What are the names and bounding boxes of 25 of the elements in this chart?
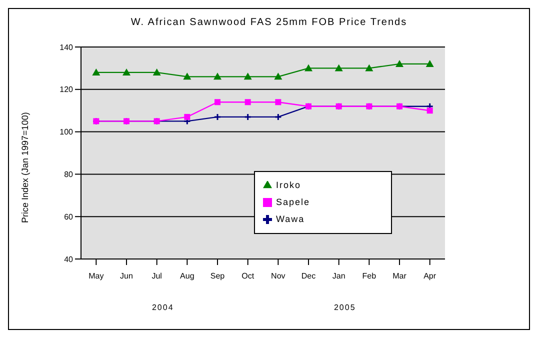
x-tick-label: Oct (242, 272, 255, 281)
x-tick-label: Nov (271, 272, 286, 281)
x-tick-label: Feb (362, 272, 377, 281)
x-tick-label: Mar (392, 272, 407, 281)
x-tick-label: Sep (210, 272, 226, 281)
legend-label: Wawa (276, 214, 305, 224)
y-axis-title: Price Index (Jan 1997=100) (20, 112, 30, 223)
legend-label: Iroko (276, 180, 302, 190)
chart-title: W. African Sawnwood FAS 25mm FOB Price Trends (130, 17, 408, 28)
y-tick-label: 60 (64, 212, 74, 222)
x-tick-label: Dec (301, 272, 316, 281)
x-tick-label: Jul (152, 272, 162, 281)
x-tick-label: Apr (424, 272, 436, 281)
x-tick-label: Jan (332, 272, 346, 281)
x-tick-label: May (88, 272, 104, 281)
y-tick-label: 140 (60, 42, 74, 52)
legend-label: Sapele (276, 197, 310, 207)
y-tick-label: 120 (60, 85, 74, 94)
y-tick-label: 40 (64, 254, 74, 264)
y-tick-label: 80 (64, 170, 74, 180)
text: 2004 (150, 303, 175, 312)
x-tick-label: Aug (180, 272, 194, 281)
x-tick-label: Jun (120, 272, 133, 281)
y-tick-label: 100 (60, 128, 74, 137)
text: 2005 (332, 303, 357, 312)
